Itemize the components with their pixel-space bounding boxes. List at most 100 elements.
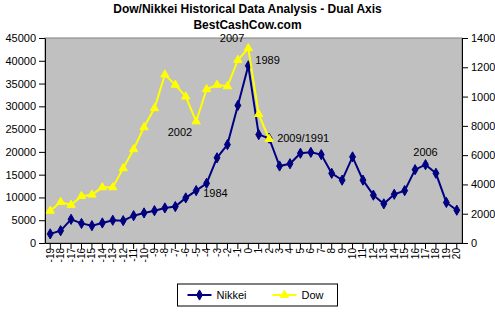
tick-label: 7 bbox=[316, 248, 327, 254]
tick: -4 bbox=[201, 243, 212, 257]
tick: -17 bbox=[66, 243, 77, 262]
tick: 6 bbox=[305, 243, 316, 254]
tick-label: 10 bbox=[347, 248, 358, 260]
tick-mark bbox=[462, 97, 468, 98]
marker bbox=[79, 218, 85, 228]
marker bbox=[214, 153, 220, 163]
tick: -19 bbox=[45, 243, 56, 262]
tick: 5 bbox=[295, 243, 306, 254]
tick: -7 bbox=[170, 243, 181, 257]
tick-label: 11 bbox=[357, 248, 368, 259]
marker bbox=[99, 218, 105, 228]
marker bbox=[265, 134, 273, 141]
tick-label: -7 bbox=[170, 248, 181, 257]
tick-label: 25000 bbox=[5, 123, 36, 135]
tick-label: 9 bbox=[337, 248, 348, 254]
chart-background bbox=[0, 0, 495, 324]
tick: -3 bbox=[212, 243, 223, 257]
tick-label: 6000 bbox=[471, 149, 495, 161]
marker bbox=[193, 186, 199, 196]
tick-label: 12 bbox=[368, 248, 379, 260]
tick: -8 bbox=[159, 243, 170, 257]
tick-mark bbox=[39, 84, 45, 85]
marker bbox=[391, 189, 397, 199]
marker bbox=[360, 175, 366, 185]
marker bbox=[161, 70, 169, 77]
annotation: 2007 bbox=[220, 32, 244, 44]
tick-mark bbox=[462, 126, 468, 127]
marker bbox=[182, 92, 190, 99]
tick-mark bbox=[39, 61, 45, 62]
tick-label: -17 bbox=[66, 248, 77, 263]
tick-label: 14 bbox=[389, 248, 400, 260]
tick-label: 5 bbox=[295, 248, 306, 254]
marker bbox=[129, 144, 137, 151]
tick-label: 15000 bbox=[5, 169, 36, 181]
marker bbox=[152, 206, 158, 216]
tick-label: 20 bbox=[451, 248, 462, 260]
annotation: 2006 bbox=[413, 146, 437, 158]
tick: -16 bbox=[76, 243, 87, 262]
tick-label: -3 bbox=[212, 248, 223, 257]
tick: 2 bbox=[264, 243, 275, 254]
annotation: 1984 bbox=[203, 187, 227, 199]
tick-label: -1 bbox=[232, 248, 243, 257]
legend: NikkeiDow bbox=[178, 284, 338, 306]
marker bbox=[224, 140, 230, 150]
tick-label: -9 bbox=[149, 248, 160, 257]
tick: 12 bbox=[368, 243, 379, 259]
tick: -9 bbox=[149, 243, 160, 257]
marker bbox=[46, 206, 54, 213]
tick: 15 bbox=[399, 243, 410, 259]
marker bbox=[68, 214, 74, 224]
marker bbox=[119, 164, 127, 171]
tick: 20 bbox=[451, 243, 462, 259]
marker bbox=[255, 109, 263, 116]
marker bbox=[423, 160, 429, 170]
tick: 10000 bbox=[5, 191, 45, 203]
tick: 11 bbox=[357, 243, 368, 258]
tick: -18 bbox=[55, 243, 66, 262]
plot-area bbox=[46, 43, 460, 239]
tick-label: 4000 bbox=[471, 178, 495, 190]
tick-label: -10 bbox=[139, 248, 150, 263]
legend-box bbox=[178, 284, 338, 306]
tick-label: 35000 bbox=[5, 78, 36, 90]
tick-label: 2000 bbox=[471, 208, 495, 220]
marker bbox=[56, 197, 64, 204]
tick: 25000 bbox=[5, 123, 45, 135]
tick-mark bbox=[462, 67, 468, 68]
legend-marker bbox=[197, 290, 203, 300]
tick-label: 8 bbox=[326, 248, 337, 254]
legend-label: Nikkei bbox=[217, 289, 247, 301]
tick-label: -14 bbox=[97, 248, 108, 263]
tick: 8 bbox=[326, 243, 337, 254]
subtitle: BestCashCow.com bbox=[193, 18, 301, 32]
series-line bbox=[50, 66, 457, 234]
tick: 40000 bbox=[5, 55, 45, 67]
tick: 14000 bbox=[462, 32, 495, 44]
marker bbox=[47, 229, 53, 239]
marker bbox=[287, 159, 293, 169]
tick-label: -11 bbox=[128, 248, 139, 262]
tick: 8000 bbox=[462, 120, 495, 132]
tick: -10 bbox=[139, 243, 150, 262]
annotation: 2009/1991 bbox=[277, 132, 329, 144]
tick-mark bbox=[462, 184, 468, 185]
tick-mark bbox=[39, 243, 45, 244]
tick-label: 3 bbox=[274, 248, 285, 254]
marker bbox=[140, 123, 148, 130]
tick-label: -19 bbox=[45, 248, 56, 263]
tick-label: 4 bbox=[284, 248, 295, 254]
marker bbox=[162, 203, 168, 213]
tick-mark bbox=[39, 197, 45, 198]
marker bbox=[244, 43, 252, 50]
marker bbox=[308, 147, 314, 157]
tick: 13 bbox=[378, 243, 389, 259]
axis: -19-18-17-16-15-14-13-12-11-10-9-8-7-6-5… bbox=[45, 243, 463, 262]
tick-label: 20000 bbox=[5, 146, 36, 158]
chart: Dow/Nikkei Historical Data Analysis - Du… bbox=[0, 0, 495, 324]
tick: 12000 bbox=[462, 61, 495, 73]
tick-mark bbox=[462, 155, 468, 156]
marker bbox=[223, 82, 231, 89]
